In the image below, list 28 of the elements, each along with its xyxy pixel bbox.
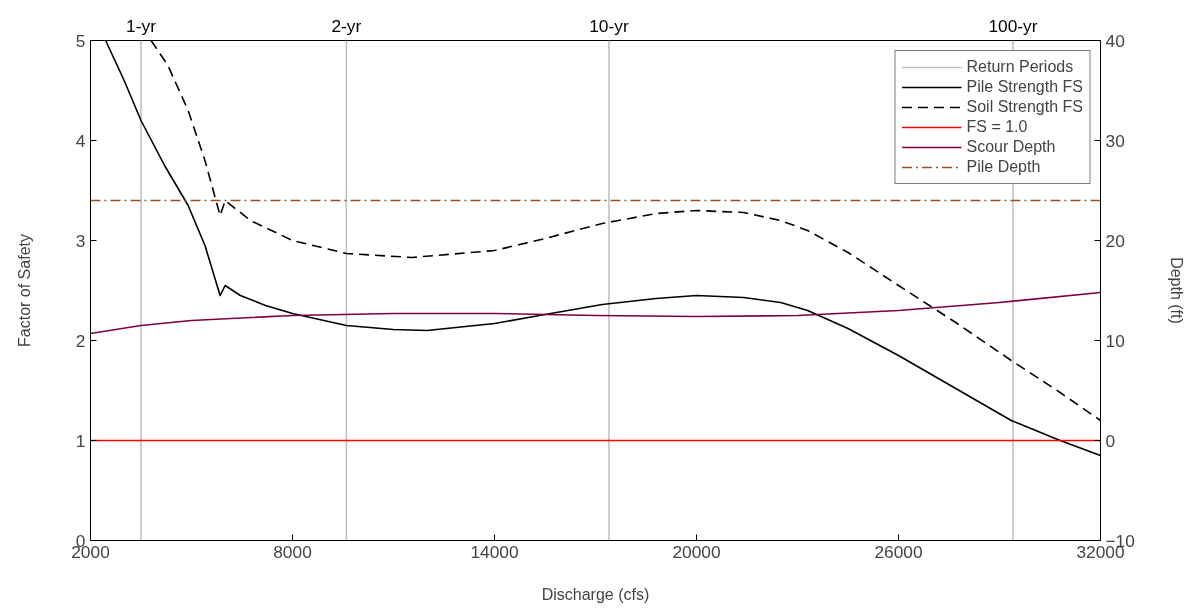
line-series <box>90 291 1101 335</box>
legend-label: Pile Strength FS <box>966 78 1083 96</box>
y-tick-label: 5 <box>75 30 86 51</box>
y-tick-label: 4 <box>75 130 86 151</box>
legend-label: Return Periods <box>966 58 1074 76</box>
x-tick-label: 8000 <box>273 541 312 562</box>
ref-line-label: 1-yr <box>126 15 157 36</box>
legend-label: Soil Strength FS <box>966 98 1083 116</box>
x-tick-label: 26000 <box>874 541 923 562</box>
y2-tick-label: 40 <box>1105 30 1125 51</box>
y-tick-label: 3 <box>75 230 86 251</box>
legend-label: Pile Depth <box>966 158 1041 176</box>
y-tick-label: 2 <box>75 330 86 351</box>
y-tick-label: 1 <box>75 430 86 451</box>
y2-axis-title: Depth (ft) <box>1167 257 1185 324</box>
x-tick-label: 14000 <box>470 541 519 562</box>
legend-label: FS = 1.0 <box>966 118 1028 136</box>
legend-label: Scour Depth <box>966 138 1056 156</box>
y2-tick-label: 10 <box>1105 330 1125 351</box>
x-axis-title: Discharge (cfs) <box>541 585 650 603</box>
y-axis-title: Factor of Safety <box>15 234 33 347</box>
x-tick-label: 20000 <box>672 541 721 562</box>
ref-line-label: 10-yr <box>589 15 629 36</box>
y2-tick-label: 30 <box>1105 130 1125 151</box>
y2-tick-label: 0 <box>1105 430 1116 451</box>
ref-line-label: 100-yr <box>988 15 1038 36</box>
ref-line-label: 2-yr <box>331 15 362 36</box>
y2-tick-label: 20 <box>1105 230 1125 251</box>
